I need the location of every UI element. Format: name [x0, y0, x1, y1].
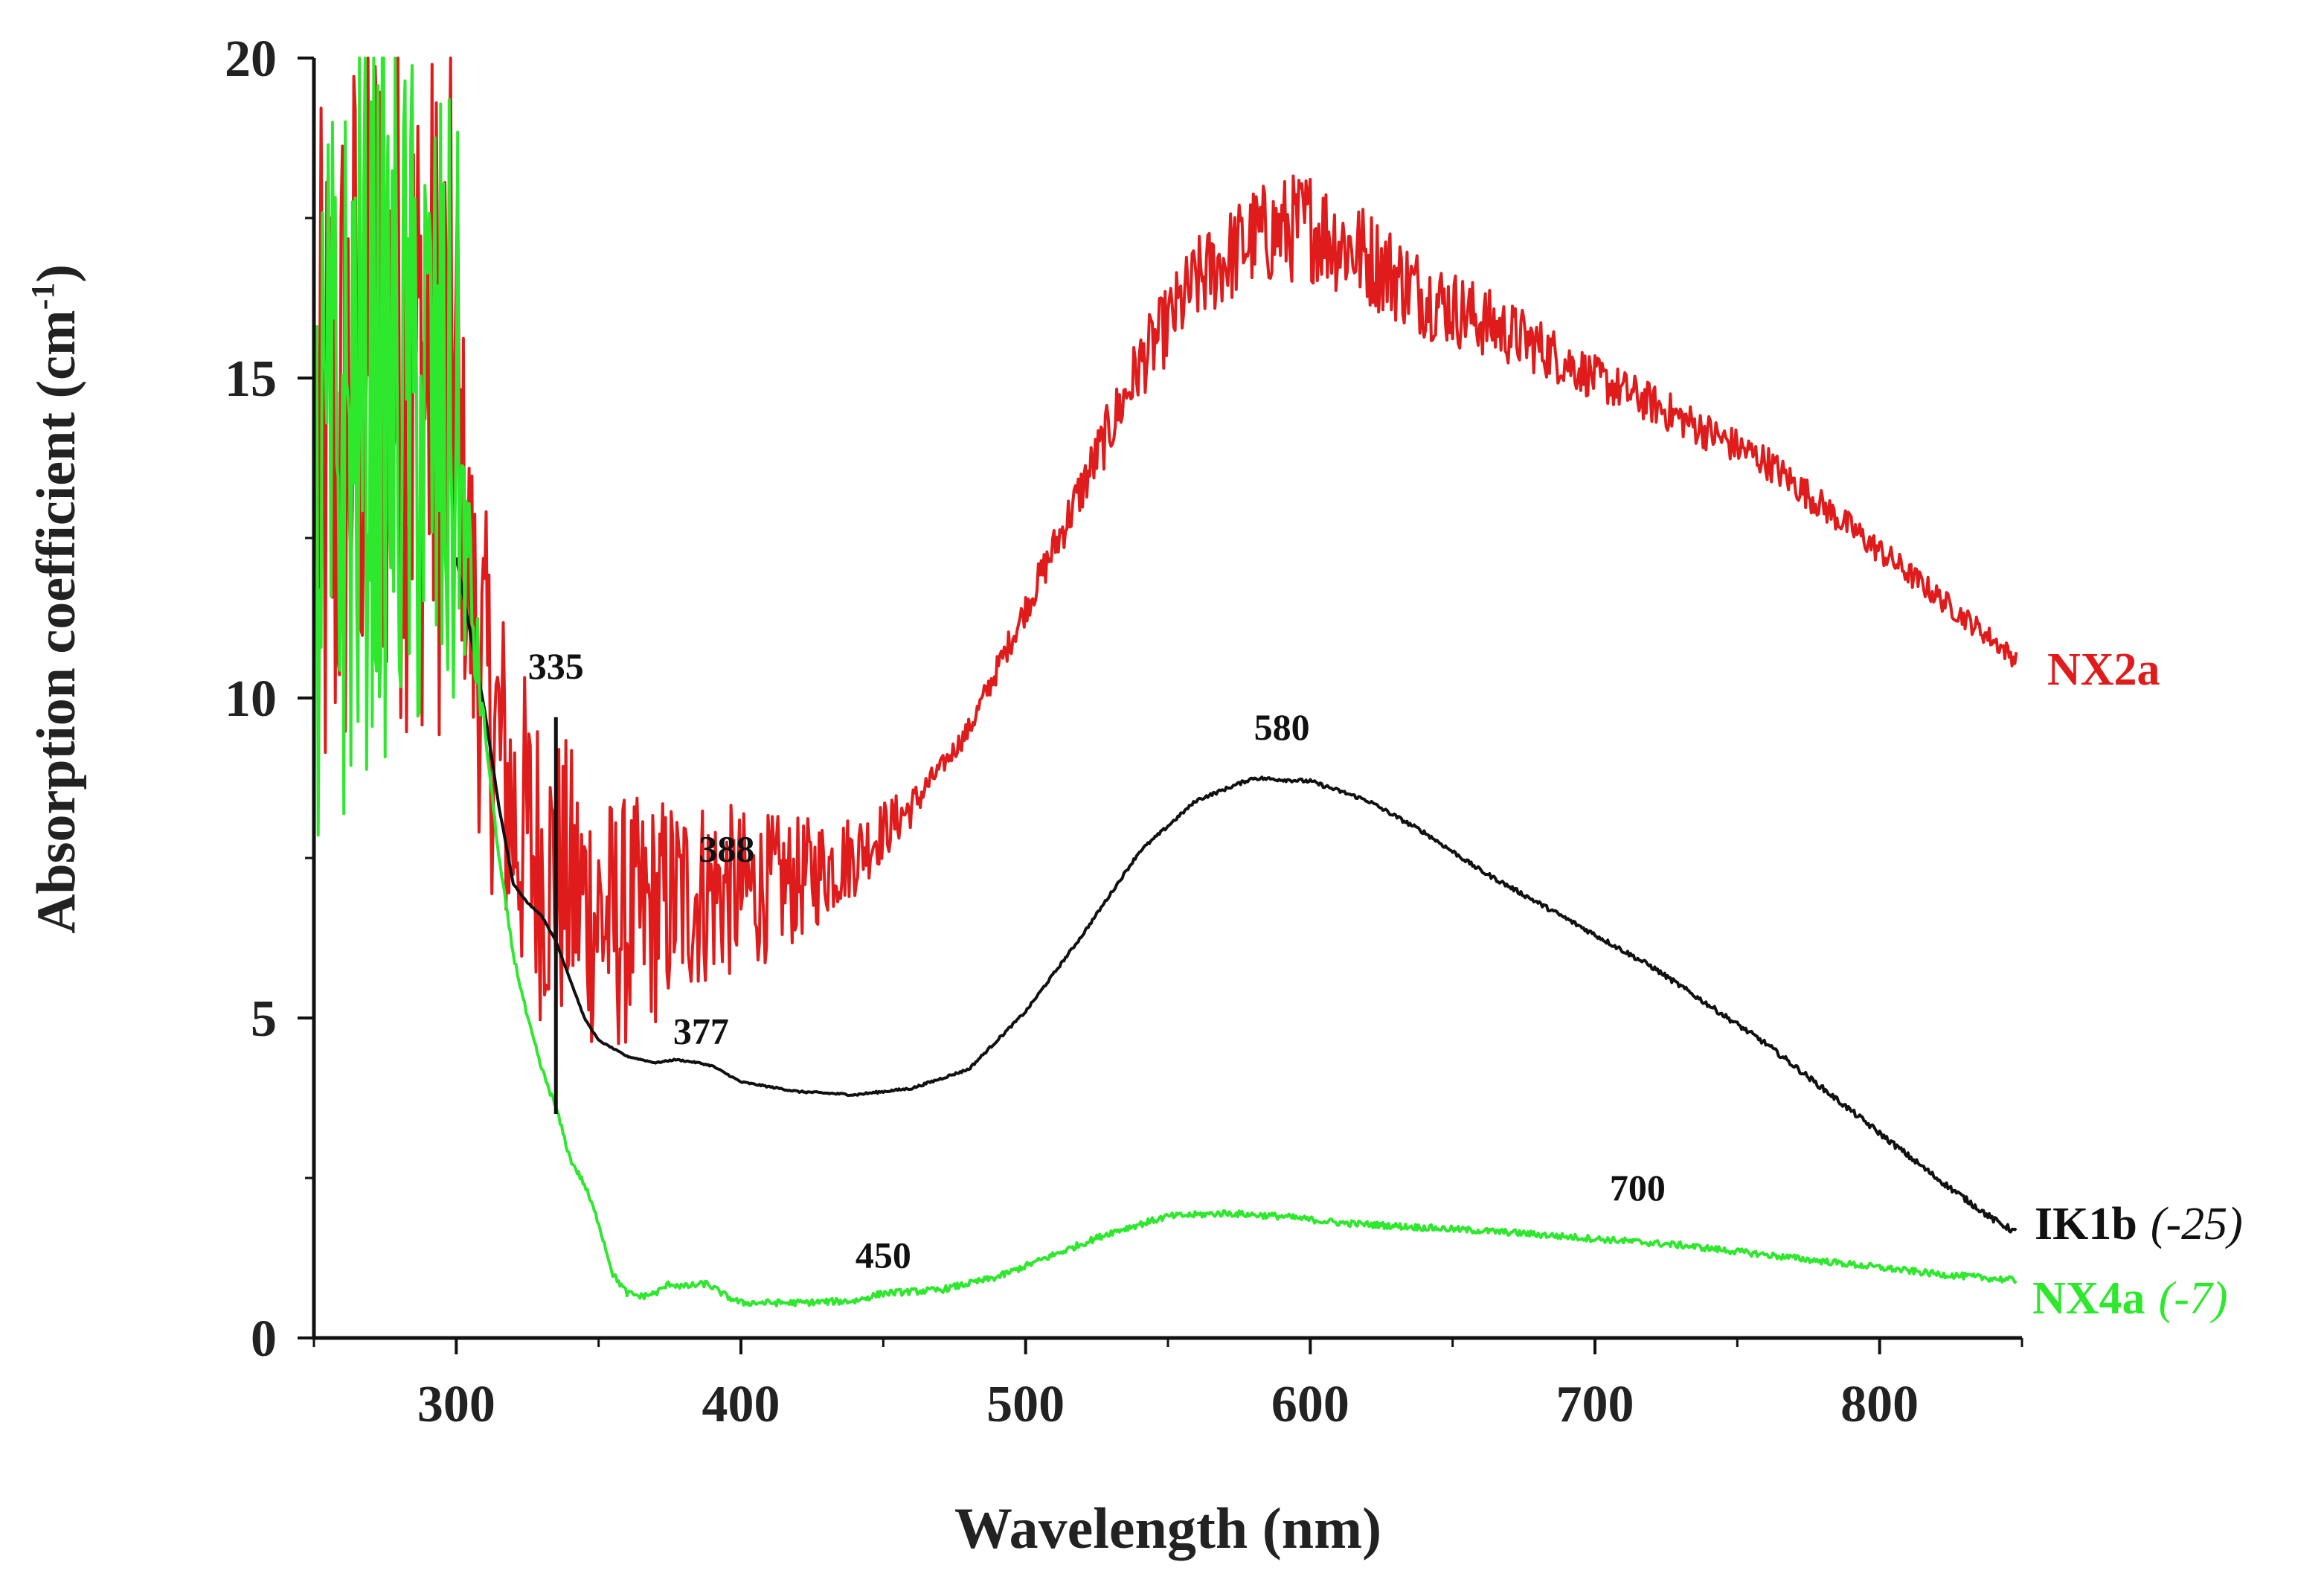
y-tick-label: 15 [225, 350, 277, 408]
peak-label-700: 700 [1610, 1167, 1666, 1208]
annotation-layer: 335 388 377 580 450 700 [528, 645, 1666, 1275]
axes-layer [312, 58, 2022, 1340]
x-tick-label: 300 [417, 1376, 495, 1433]
y-tick-label: 0 [251, 1310, 277, 1368]
x-tick-label: 400 [702, 1376, 780, 1433]
peak-label-388: 388 [699, 827, 754, 869]
y-tick-label: 20 [225, 31, 277, 88]
x-tick-label: 800 [1840, 1376, 1919, 1433]
y-axis-label-main: Absorption coefficient (cm [26, 310, 87, 933]
legend-label-ik1b-offset: (-25) [2151, 1199, 2243, 1249]
peak-label-580: 580 [1254, 706, 1310, 748]
legend-label-nx2a: NX2a [2047, 644, 2160, 695]
peak-label-450: 450 [856, 1234, 911, 1275]
y-axis-label: Absorption coefficient (cm-1) [25, 264, 87, 934]
series-line-nx4a [315, 57, 2018, 1307]
x-tick-label: 500 [986, 1376, 1065, 1433]
y-tick-label: 10 [225, 670, 277, 728]
peak-label-335: 335 [528, 645, 584, 687]
ticks-layer: 300 400 500 600 700 800 0 5 10 15 20 [225, 31, 2023, 1433]
series-layer [315, 57, 2018, 1307]
legend-label-ik1b: IK1b (-25) [2035, 1199, 2243, 1249]
legend-label-nx4a-offset: (-7) [2159, 1273, 2228, 1324]
x-tick-label: 700 [1556, 1376, 1634, 1433]
series-line-ik1b [455, 557, 2018, 1234]
legend-label-ik1b-name: IK1b [2035, 1199, 2137, 1249]
y-axis-label-close: ) [26, 264, 87, 283]
peak-label-377: 377 [673, 1010, 729, 1051]
x-axis-label: Wavelength (nm) [954, 1496, 1381, 1560]
legend-label-nx4a: NX4a (-7) [2032, 1273, 2228, 1324]
y-axis-label-sup: -1 [25, 283, 61, 310]
x-tick-label: 600 [1271, 1376, 1349, 1433]
legend-label-nx4a-name: NX4a [2032, 1273, 2145, 1324]
series-line-nx2a [315, 57, 2018, 1046]
y-tick-label: 5 [251, 990, 277, 1048]
